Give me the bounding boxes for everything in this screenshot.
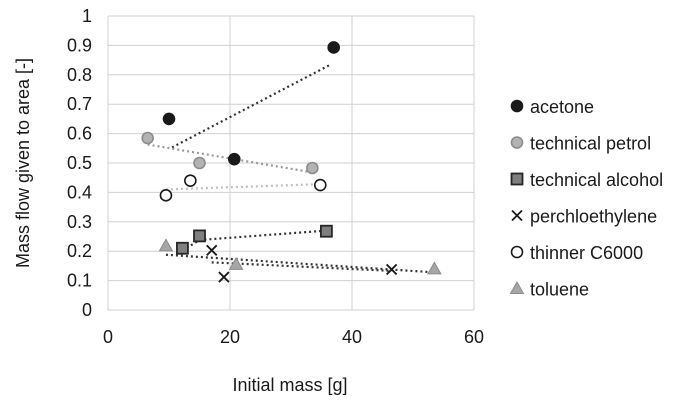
data-point-toluene [426,261,442,275]
legend-label: toluene [530,280,589,300]
data-point-technical-alcohol [193,229,206,243]
data-markers [141,41,442,283]
data-point-technical-petrol [306,161,319,175]
legend-label: technical alcohol [530,170,663,190]
data-point-acetone [162,112,176,126]
x-axis-title: Initial mass [g] [232,375,347,395]
legend-marker [510,99,524,113]
data-point-perchloethylene [218,271,230,283]
y-tick-label: 0 [82,300,92,320]
y-tick-label: 0.3 [67,212,92,232]
legend-label: acetone [530,97,594,117]
legend-marker [511,209,523,222]
y-tick-label: 0.6 [67,124,92,144]
trendline-thinner-c6000 [165,183,321,191]
data-point-technical-petrol [193,156,206,170]
trendlines [147,63,435,274]
marker-stroke [218,271,230,283]
data-point-acetone [327,41,341,54]
x-tick-label: 60 [464,327,484,347]
y-axis-ticks: 0 0.1 0.2 0.3 0.4 0.5 0.6 0.7 0.8 0.9 1 [67,6,92,320]
legend-label: technical petrol [530,134,651,154]
data-point-thinner-c6000 [184,174,197,187]
legend-marker [510,245,524,259]
marker-stroke [386,263,398,276]
y-axis-title: Mass flow given to area [-] [13,58,33,268]
y-tick-label: 0.9 [67,35,92,55]
trendline-perchloethylene [211,261,392,272]
data-point-toluene [228,256,244,270]
y-tick-label: 0.8 [67,65,92,85]
x-tick-label: 0 [103,327,113,347]
data-point-acetone [227,152,241,166]
legend-marker [509,280,525,294]
x-axis-ticks: 0 20 40 60 [103,327,484,347]
marker-stroke [206,244,218,256]
data-point-technical-petrol [141,131,154,145]
grid [107,15,475,311]
legend-marker [510,136,524,149]
trendline-toluene [165,253,435,274]
data-point-thinner-c6000 [313,178,327,192]
y-tick-label: 0.2 [67,241,92,261]
data-point-perchloethylene [386,263,398,276]
x-tick-label: 20 [220,327,240,347]
y-tick-label: 0.7 [67,94,92,114]
legend: acetone technical petrol technical alcohol… [509,97,663,300]
legend-marker [510,172,524,186]
y-tick-label: 0.4 [67,182,92,202]
legend-label: thinner C6000 [530,243,643,263]
marker-stroke [511,209,523,222]
legend-label: perchloethylene [530,207,657,227]
y-tick-label: 0.1 [67,271,92,291]
data-point-technical-alcohol [176,241,189,255]
data-point-toluene [158,238,174,252]
data-point-technical-alcohol [319,224,333,238]
y-tick-label: 1 [82,6,92,26]
x-tick-label: 40 [342,327,362,347]
data-point-thinner-c6000 [159,189,173,202]
data-point-perchloethylene [206,244,218,256]
trendline-acetone [171,63,332,149]
y-tick-label: 0.5 [67,153,92,173]
